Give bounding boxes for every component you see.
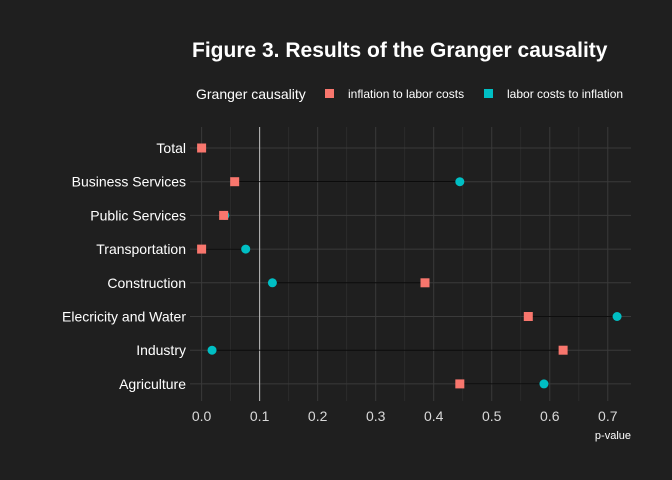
point-inflation-to-labor-costs-total (197, 143, 207, 153)
x-tick-label: 0.2 (308, 408, 328, 424)
point-inflation-to-labor-costs-elecricity-and-water (523, 312, 533, 321)
category-label-public-services: Public Services (90, 207, 186, 223)
x-axis-title: p-value (595, 430, 631, 442)
category-label-total: Total (156, 140, 186, 156)
x-tick-label: 0.5 (482, 408, 502, 424)
chart-title: Figure 3. Results of the Granger causali… (192, 39, 608, 62)
category-label-industry: Industry (136, 342, 186, 358)
point-labor-costs-to-inflation-construction (267, 278, 277, 288)
point-inflation-to-labor-costs-public-services (219, 210, 229, 220)
category-label-business-services: Business Services (72, 174, 186, 190)
legend-label-inflation-to-labor-costs: inflation to labor costs (348, 87, 464, 101)
point-labor-costs-to-inflation-elecricity-and-water (612, 312, 622, 321)
point-inflation-to-labor-costs-construction (420, 278, 430, 288)
point-labor-costs-to-inflation-business-services (455, 177, 465, 187)
category-label-construction: Construction (107, 275, 186, 291)
legend-title: Granger causality (196, 86, 306, 102)
point-inflation-to-labor-costs-industry (558, 345, 568, 355)
dumbbell-segments (201, 181, 618, 385)
legend: Granger causality inflation to labor cos… (196, 86, 623, 102)
x-tick-label: 0.3 (366, 408, 386, 424)
category-label-elecricity-and-water: Elecricity and Water (62, 309, 186, 325)
point-inflation-to-labor-costs-business-services (230, 177, 240, 187)
legend-key-inflation-to-labor-costs (325, 89, 334, 98)
category-label-transportation: Transportation (96, 241, 186, 257)
category-labels: Total Business Services Public Services Tra… (62, 140, 186, 392)
legend-key-labor-costs-to-inflation (484, 89, 493, 98)
point-labor-costs-to-inflation-industry (207, 345, 217, 355)
point-labor-costs-to-inflation-transportation (241, 244, 251, 254)
x-tick-label: 0.0 (192, 408, 212, 424)
data-points (197, 143, 622, 389)
point-inflation-to-labor-costs-transportation (197, 244, 207, 254)
x-tick-label: 0.7 (598, 408, 618, 424)
legend-label-labor-costs-to-inflation: labor costs to inflation (507, 87, 623, 101)
x-tick-labels: 0.0 0.1 0.2 0.3 0.4 0.5 0.6 0.7 (192, 408, 618, 424)
x-tick-label: 0.1 (250, 408, 270, 424)
point-labor-costs-to-inflation-agriculture (539, 379, 549, 389)
category-label-agriculture: Agriculture (119, 376, 186, 392)
point-inflation-to-labor-costs-agriculture (455, 379, 465, 389)
x-tick-label: 0.6 (540, 408, 560, 424)
x-tick-label: 0.4 (424, 408, 444, 424)
